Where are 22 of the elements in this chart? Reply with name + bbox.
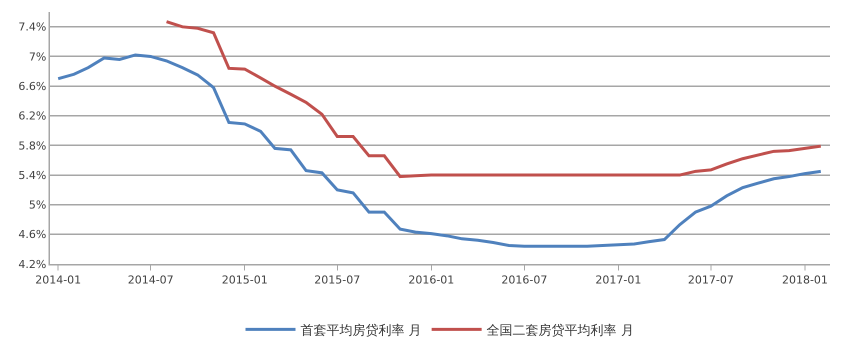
x-tick-label: 2014-01: [35, 274, 82, 287]
x-tick-label: 2014-07: [128, 274, 174, 287]
y-tick-label: 4.6%: [18, 228, 46, 242]
x-tick-label: 2017-01: [595, 274, 642, 287]
x-tick-label: 2017-07: [688, 274, 734, 287]
y-tick-label: 4.2%: [18, 258, 46, 271]
y-tick-label: 7.4%: [18, 20, 46, 34]
legend-label: 全国二套房贷平均利率 月: [486, 322, 634, 338]
y-tick-label: 7%: [28, 50, 46, 64]
x-tick-label: 2016-07: [501, 274, 548, 287]
x-tick-label: 2016-01: [408, 274, 454, 287]
line-series: [56, 53, 822, 248]
y-tick-label: 5.4%: [18, 168, 46, 182]
x-tick-label: 2015-01: [222, 274, 268, 287]
y-tick-label: 5.8%: [18, 139, 46, 152]
y-tick-label: 6.2%: [18, 110, 46, 123]
x-tick-label: 2015-07: [314, 274, 360, 287]
x-tick-label: 2018-01: [782, 274, 828, 287]
y-tick-label: 5%: [28, 198, 46, 212]
y-tick-label: 6.6%: [18, 80, 46, 93]
line-series: [165, 20, 822, 178]
legend-label: 首套平均房贷利率 月: [300, 322, 422, 338]
